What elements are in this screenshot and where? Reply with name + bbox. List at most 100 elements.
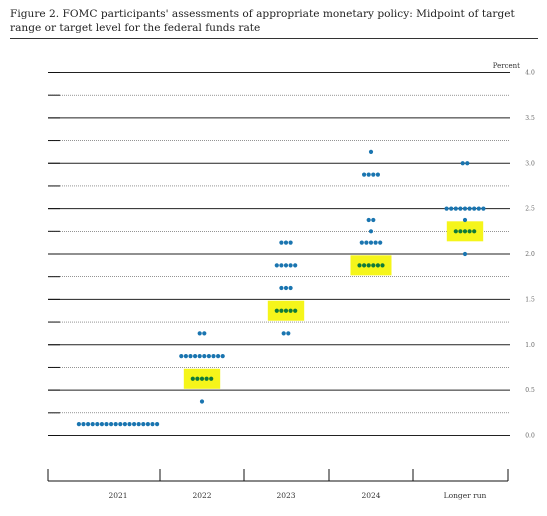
- y-tick-label: 2.5: [525, 206, 535, 213]
- participant-dot: [197, 331, 202, 336]
- participant-dot: [362, 263, 367, 268]
- participant-dot: [202, 353, 207, 359]
- participant-dot: [279, 240, 284, 245]
- participant-dot: [462, 251, 468, 257]
- participant-dot: [286, 331, 291, 336]
- participant-dot: [366, 263, 371, 268]
- x-category-label: 2023: [276, 491, 295, 500]
- participant-dot: [279, 285, 284, 291]
- y-tick-label: 0.5: [525, 387, 535, 394]
- participant-dot: [462, 206, 468, 211]
- participant-dot: [368, 240, 374, 245]
- participant-dot: [183, 353, 188, 359]
- participant-dot: [145, 422, 150, 427]
- participant-dot: [380, 263, 385, 268]
- participant-dot: [472, 206, 477, 211]
- participant-dot: [371, 172, 376, 177]
- participant-dot: [449, 206, 454, 211]
- participant-dot: [86, 422, 91, 427]
- participant-dot: [90, 422, 95, 427]
- median-highlights: [183, 221, 484, 389]
- caption-divider: [10, 38, 538, 39]
- participant-dot: [281, 331, 286, 336]
- participant-dot: [179, 353, 184, 359]
- participant-dot: [453, 206, 458, 211]
- figure-caption: Figure 2. FOMC participants' assessments…: [10, 8, 515, 34]
- participant-dot: [458, 229, 463, 234]
- y-axis-tick-labels: 0.0 0.5 1.0 1.5 2.0 2.5 3.0 3.5 4.0: [525, 70, 535, 440]
- participant-dot: [220, 353, 225, 359]
- participant-dot: [458, 206, 463, 211]
- participant-dot: [132, 422, 137, 427]
- participant-dot: [104, 422, 109, 427]
- participant-dot: [467, 229, 472, 234]
- participant-dot: [288, 308, 293, 313]
- participant-dot: [274, 308, 279, 313]
- participant-dot: [373, 240, 378, 245]
- participant-dot: [204, 376, 209, 381]
- participant-dot: [136, 422, 141, 427]
- participant-dot: [366, 217, 371, 223]
- participant-dot: [99, 422, 104, 427]
- participant-dot: [81, 422, 86, 427]
- participant-dot: [288, 263, 293, 268]
- participant-dot: [127, 422, 132, 427]
- participant-dot: [199, 376, 205, 381]
- participant-dot: [375, 172, 380, 177]
- participant-dot: [199, 399, 205, 404]
- participant-dot: [283, 240, 289, 245]
- participant-dot: [206, 353, 211, 359]
- x-category-label: 2022: [192, 491, 211, 500]
- y-tick-label: 1.0: [525, 342, 535, 349]
- y-tick-label: 3.5: [525, 115, 535, 122]
- participant-dot: [109, 422, 114, 427]
- participant-dot: [368, 229, 374, 234]
- participant-dot: [283, 308, 289, 313]
- participant-dots: [76, 149, 486, 427]
- participant-dot: [293, 308, 298, 313]
- participant-dot: [462, 217, 468, 223]
- participant-dot: [362, 172, 367, 177]
- participant-dot: [378, 240, 383, 245]
- participant-dot: [216, 353, 221, 359]
- y-tick-label: 4.0: [525, 70, 535, 77]
- participant-dot: [122, 422, 127, 427]
- x-axis: [47, 469, 509, 482]
- participant-dot: [357, 263, 362, 268]
- participant-dot: [155, 422, 160, 427]
- participant-dot: [368, 149, 374, 155]
- participant-dot: [371, 217, 376, 223]
- participant-dot: [467, 206, 472, 211]
- participant-dot: [193, 353, 198, 359]
- participant-dot: [197, 353, 202, 359]
- participant-dot: [283, 285, 289, 291]
- participant-dot: [195, 376, 200, 381]
- participant-dot: [476, 206, 481, 211]
- participant-dot: [150, 422, 155, 427]
- y-tick-label: 3.0: [525, 160, 535, 167]
- x-category-label: 2021: [108, 491, 127, 500]
- participant-dot: [141, 422, 146, 427]
- y-tick-label: 2.0: [525, 251, 535, 258]
- participant-dot: [460, 161, 465, 166]
- participant-dot: [465, 161, 470, 166]
- participant-dot: [279, 308, 284, 313]
- x-axis-category-labels: 2021 2022 2023 2024 Longer run: [108, 491, 486, 500]
- participant-dot: [188, 353, 193, 359]
- participant-dot: [279, 263, 284, 268]
- participant-dot: [366, 172, 371, 177]
- participant-dot: [190, 376, 195, 381]
- participant-dot: [118, 422, 123, 427]
- participant-dot: [375, 263, 380, 268]
- participant-dot: [444, 206, 449, 211]
- x-category-label: Longer run: [444, 491, 487, 500]
- participant-dot: [472, 229, 477, 234]
- y-tick-label: 0.0: [525, 433, 535, 440]
- x-category-label: 2024: [361, 491, 380, 500]
- participant-dot: [202, 331, 207, 336]
- participant-dot: [293, 263, 298, 268]
- participant-dot: [76, 422, 81, 427]
- median-highlight: [350, 255, 392, 276]
- participant-dot: [95, 422, 100, 427]
- participant-dot: [274, 263, 279, 268]
